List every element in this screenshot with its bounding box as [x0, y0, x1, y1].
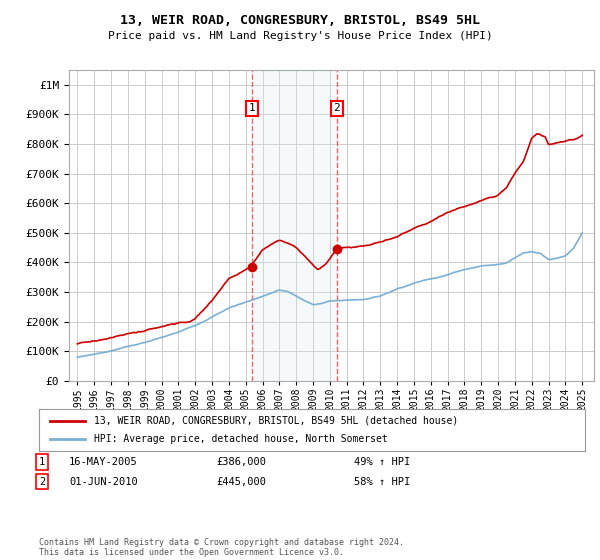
- Text: 01-JUN-2010: 01-JUN-2010: [69, 477, 138, 487]
- Text: 58% ↑ HPI: 58% ↑ HPI: [354, 477, 410, 487]
- Text: 1: 1: [248, 104, 255, 114]
- Text: 49% ↑ HPI: 49% ↑ HPI: [354, 457, 410, 467]
- Text: 16-MAY-2005: 16-MAY-2005: [69, 457, 138, 467]
- Bar: [252, 70, 337, 381]
- Text: Contains HM Land Registry data © Crown copyright and database right 2024.
This d: Contains HM Land Registry data © Crown c…: [39, 538, 404, 557]
- Text: 13, WEIR ROAD, CONGRESBURY, BRISTOL, BS49 5HL: 13, WEIR ROAD, CONGRESBURY, BRISTOL, BS4…: [120, 14, 480, 27]
- Text: 2: 2: [39, 477, 45, 487]
- Text: £386,000: £386,000: [216, 457, 266, 467]
- Text: HPI: Average price, detached house, North Somerset: HPI: Average price, detached house, Nort…: [94, 434, 388, 444]
- Text: 2: 2: [334, 104, 340, 114]
- Text: 13, WEIR ROAD, CONGRESBURY, BRISTOL, BS49 5HL (detached house): 13, WEIR ROAD, CONGRESBURY, BRISTOL, BS4…: [94, 416, 458, 426]
- Text: £445,000: £445,000: [216, 477, 266, 487]
- Text: 1: 1: [39, 457, 45, 467]
- Text: Price paid vs. HM Land Registry's House Price Index (HPI): Price paid vs. HM Land Registry's House …: [107, 31, 493, 41]
